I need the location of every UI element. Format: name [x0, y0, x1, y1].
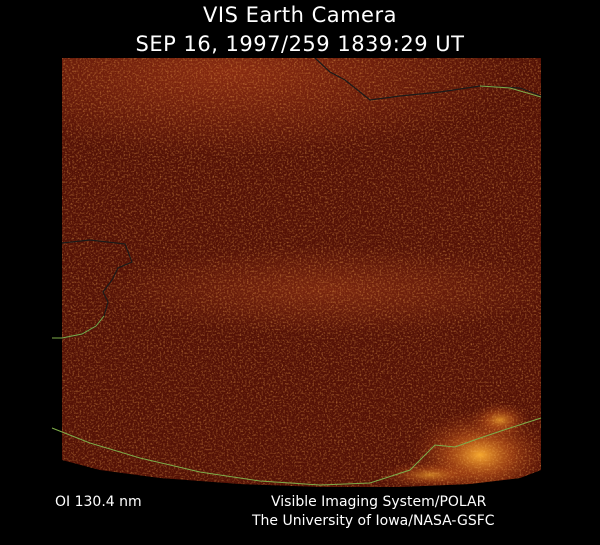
instrument-label: Visible Imaging System/POLAR	[271, 494, 487, 510]
page-title: VIS Earth Camera	[203, 3, 397, 27]
horizon-line	[51, 417, 542, 486]
institution-label: The University of Iowa/NASA-GSFC	[252, 513, 495, 529]
timestamp: SEP 16, 1997/259 1839:29 UT	[135, 32, 465, 56]
image-frame	[62, 58, 541, 487]
filter-label: OI 130.4 nm	[55, 494, 142, 510]
